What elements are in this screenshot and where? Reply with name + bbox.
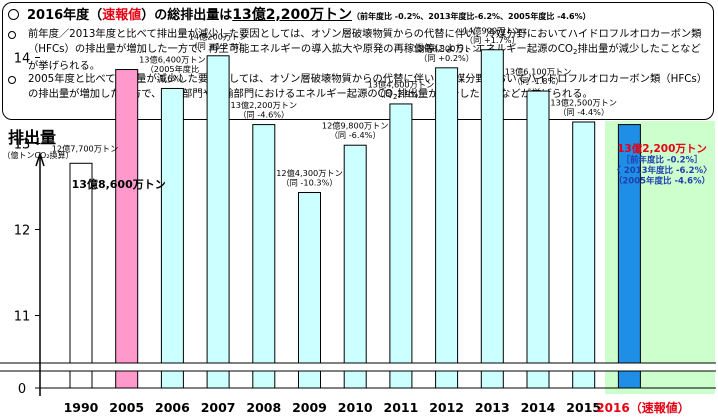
x-tick-label: 2012 <box>429 400 464 415</box>
x-tick-label: 2006 <box>155 400 190 415</box>
data-label: （同 +0.2%） <box>419 53 474 63</box>
x-tick-label: 2016（速報値） <box>596 400 689 415</box>
data-label: 12億4,300万トン <box>276 168 343 178</box>
x-tick-label: 2014 <box>521 400 556 415</box>
data-label: （同 +1.7%） <box>465 35 520 45</box>
data-label: 13億8,600万トン <box>72 177 166 191</box>
data-label: 12億9,800万トン <box>322 121 389 131</box>
data-label: ［前年度比 -0.2%］ <box>621 155 702 166</box>
bar-2011 <box>389 103 413 389</box>
x-tick-label: 2009 <box>292 400 327 415</box>
y-axis-unit: （億トンCO₂換算） <box>2 150 73 160</box>
x-tick-label: 2015 <box>566 400 601 415</box>
data-label: 13億4,600万トン <box>368 79 435 89</box>
x-tick-label: 2013 <box>475 400 510 415</box>
bullet-circle-icon <box>8 31 16 39</box>
x-tick-label: 1990 <box>64 400 99 415</box>
bar-2007 <box>206 55 230 389</box>
bar-2015 <box>572 121 596 389</box>
data-label: 13億2,500万トン <box>550 98 617 108</box>
summary-box <box>2 2 714 120</box>
bar-2005 <box>115 69 139 389</box>
data-label: （2005年度比 <box>146 64 200 74</box>
data-label: （同 -2.9%） <box>375 89 426 99</box>
data-label: 13億2,200万トン <box>230 100 297 110</box>
data-label: （同 -10.3%） <box>281 178 337 188</box>
x-tick-label: 2011 <box>384 400 419 415</box>
headline-text-2: ）の総排出量は <box>141 8 233 23</box>
data-label: 13億2,200万トン <box>617 142 707 155</box>
x-tick-label: 2010 <box>338 400 373 415</box>
y-tick-label: 0 <box>18 382 26 397</box>
data-label: （同 -1.8%） <box>513 76 564 86</box>
y-tick-label: 13 <box>14 138 31 153</box>
x-tick-label: 2008 <box>246 400 281 415</box>
bar-1990 <box>69 162 93 389</box>
y-tick-label: 12 <box>14 224 31 239</box>
y-axis-arrow-icon <box>35 151 45 167</box>
data-label: 14億900万トン <box>463 25 522 35</box>
data-label: （同 +1.2 %） <box>189 41 246 51</box>
bar-2014 <box>526 90 550 389</box>
bullet-1-text-b: 排出量が減少したことなどが挙げられる。 <box>28 42 701 73</box>
data-label: 12億7,700万トン <box>52 143 119 153</box>
bar-2010 <box>343 144 367 389</box>
summary-headline: 2016年度（速報値）の総排出量は13億2,200万トン（前年度比 -0.2%、… <box>8 6 708 24</box>
data-label: -1.6%） <box>156 73 188 83</box>
bar-2013 <box>480 49 504 389</box>
data-label: 14億200万トン <box>189 31 248 41</box>
headline-note: （前年度比 -0.2%、2013年度比-6.2%、2005年度比 -4.6%） <box>351 12 591 21</box>
bullet-1-subscript: 2 <box>573 47 578 56</box>
y-tick-label: 11 <box>14 310 31 325</box>
data-label: 13億6,400万トン <box>139 54 206 64</box>
data-label: 13億6,100万トン <box>505 67 572 77</box>
data-label: （同 -4.4%） <box>558 107 609 117</box>
headline-text-1: 2016年度（ <box>27 8 103 23</box>
x-tick-label: 2005 <box>109 400 144 415</box>
data-label: （2005年度比 -4.6%） <box>614 176 710 187</box>
bar-2008 <box>252 124 276 389</box>
headline-total-value: 13億2,200万トン <box>232 7 352 23</box>
data-label: 13億8,800万トン <box>413 43 480 53</box>
bullet-circle-icon <box>8 9 19 20</box>
bar-2012 <box>435 67 459 389</box>
headline-red-text: 速報値 <box>102 8 142 23</box>
data-label: （同 -6.4%） <box>330 130 381 140</box>
bar-2009 <box>298 192 321 389</box>
data-label: 〈 2013年度比 -6.2%〉 <box>612 165 711 176</box>
bullet-1-text-a: 前年度／2013年度と比べて排出量が減少した要因としては、オゾン層破壊物質からの… <box>28 28 702 55</box>
data-label: （同 -4.6%） <box>238 110 289 120</box>
bullet-circle-icon <box>8 76 16 84</box>
bullet-2-subscript: 2 <box>392 92 398 101</box>
bar-2006 <box>160 87 184 389</box>
y-tick-label: 14 <box>14 52 31 67</box>
axis-break-band <box>0 363 716 371</box>
y-axis-title: 排出量 <box>8 128 56 147</box>
x-tick-label: 2007 <box>201 400 236 415</box>
